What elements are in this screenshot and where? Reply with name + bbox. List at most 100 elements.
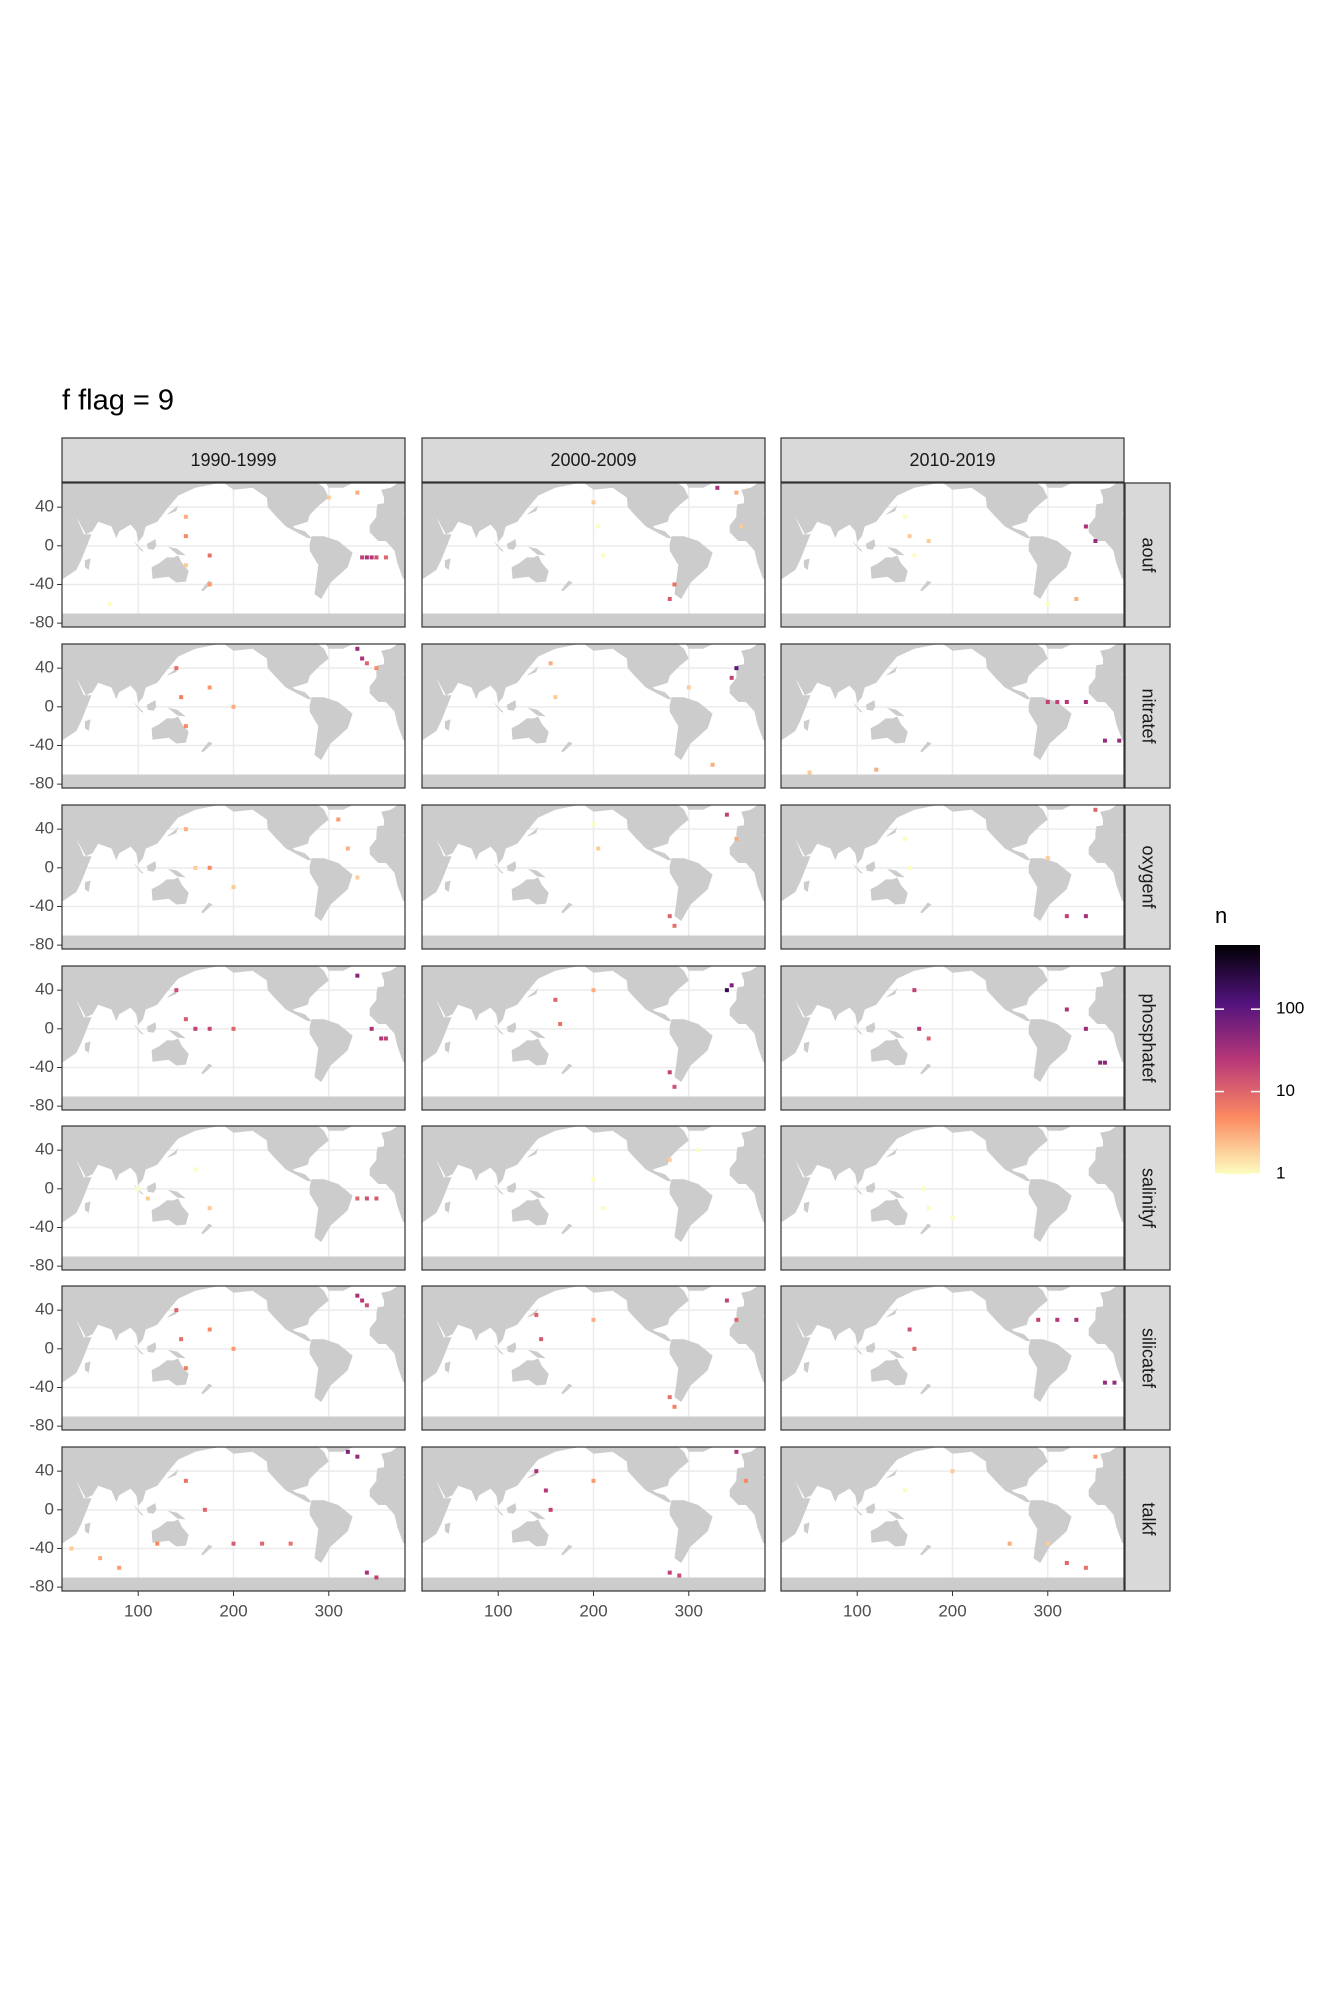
- y-tick-label: 40: [35, 819, 54, 838]
- data-point: [591, 1478, 596, 1483]
- row-label: silicatef: [1138, 1328, 1158, 1389]
- legend-label: 1: [1276, 1163, 1285, 1182]
- data-point: [534, 1469, 539, 1474]
- panel: [62, 644, 405, 788]
- data-point: [364, 1196, 369, 1201]
- row-label: salinityf: [1138, 1168, 1158, 1229]
- panel: [781, 1126, 1124, 1270]
- data-point: [207, 685, 212, 690]
- strip: [1124, 1125, 1171, 1271]
- panel: [422, 805, 765, 949]
- data-point: [174, 988, 179, 993]
- row-label: aouf: [1138, 537, 1158, 573]
- data-point: [288, 1541, 293, 1546]
- land: [781, 1447, 1124, 1591]
- panel-border: [780, 482, 1125, 628]
- x-tick-label: 200: [219, 1601, 247, 1620]
- data-point: [98, 1556, 103, 1561]
- data-point: [183, 1366, 188, 1371]
- panel: [422, 1286, 765, 1430]
- data-point: [1064, 699, 1069, 704]
- data-point: [355, 1293, 360, 1298]
- data-point: [193, 1167, 198, 1172]
- data-point: [364, 1570, 369, 1575]
- data-point: [117, 1565, 122, 1570]
- panel-border: [780, 643, 1125, 789]
- strip: [1124, 1446, 1171, 1592]
- data-point: [1083, 1026, 1088, 1031]
- data-point: [558, 1021, 563, 1026]
- data-point: [1045, 856, 1050, 861]
- data-point: [207, 865, 212, 870]
- data-point: [207, 1026, 212, 1031]
- data-point: [724, 812, 729, 817]
- land: [781, 483, 1124, 627]
- data-point: [534, 1312, 539, 1317]
- data-point: [231, 885, 236, 890]
- panel: [422, 483, 765, 627]
- data-point: [383, 555, 388, 560]
- data-point: [1036, 1317, 1041, 1322]
- data-point: [553, 695, 558, 700]
- y-tick-label: 0: [45, 1499, 54, 1518]
- panel-border: [421, 643, 766, 789]
- data-point: [345, 846, 350, 851]
- data-point: [1064, 1007, 1069, 1012]
- y-tick-label: -80: [29, 1577, 54, 1596]
- data-point: [724, 988, 729, 993]
- land: [422, 1126, 765, 1270]
- data-point: [364, 661, 369, 666]
- data-point: [672, 923, 677, 928]
- data-point: [360, 1298, 365, 1303]
- data-point: [926, 1036, 931, 1041]
- panel: [781, 644, 1124, 788]
- data-point: [874, 767, 879, 772]
- panel-border: [780, 1285, 1125, 1431]
- data-point: [601, 1206, 606, 1211]
- data-point: [383, 1036, 388, 1041]
- data-point: [355, 1454, 360, 1459]
- y-tick-label: -40: [29, 735, 54, 754]
- data-point: [231, 1541, 236, 1546]
- data-point: [950, 1215, 955, 1220]
- y-tick-label: 0: [45, 696, 54, 715]
- data-point: [921, 1186, 926, 1191]
- data-point: [1093, 807, 1098, 812]
- data-point: [207, 1206, 212, 1211]
- data-point: [1112, 1380, 1117, 1385]
- data-point: [1045, 601, 1050, 606]
- data-point: [672, 582, 677, 587]
- land: [422, 805, 765, 949]
- data-point: [1102, 738, 1107, 743]
- data-point: [729, 983, 734, 988]
- data-point: [686, 685, 691, 690]
- data-point: [193, 1026, 198, 1031]
- row-label: nitratef: [1138, 688, 1158, 744]
- data-point: [374, 666, 379, 671]
- data-point: [336, 817, 341, 822]
- land: [422, 1286, 765, 1430]
- data-point: [667, 1157, 672, 1162]
- data-point: [1045, 1541, 1050, 1546]
- panel: [422, 1126, 765, 1270]
- panel: [62, 1447, 405, 1591]
- chart-title: f flag = 9: [62, 385, 174, 417]
- data-point: [696, 1148, 701, 1153]
- data-point: [1083, 914, 1088, 919]
- y-tick-label: -40: [29, 1377, 54, 1396]
- data-point: [145, 1196, 150, 1201]
- data-point: [179, 695, 184, 700]
- data-point: [667, 1570, 672, 1575]
- land: [62, 1286, 405, 1430]
- panel-border: [61, 1125, 406, 1271]
- data-point: [326, 495, 331, 500]
- data-point: [1102, 1380, 1107, 1385]
- strip: [1124, 643, 1171, 789]
- y-tick-label: -80: [29, 935, 54, 954]
- land: [62, 805, 405, 949]
- data-point: [601, 553, 606, 558]
- data-point: [734, 666, 739, 671]
- data-point: [369, 1026, 374, 1031]
- data-point: [1093, 538, 1098, 543]
- data-point: [369, 555, 374, 560]
